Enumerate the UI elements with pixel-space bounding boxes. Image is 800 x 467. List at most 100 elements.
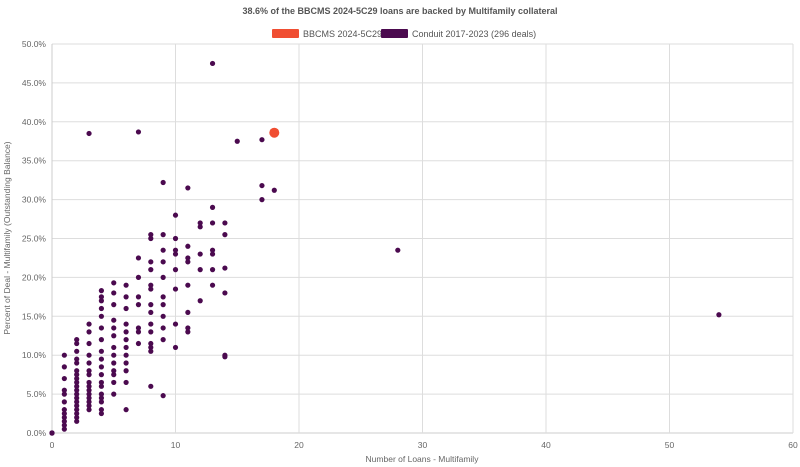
data-point-conduit — [222, 352, 228, 358]
data-point-conduit — [123, 321, 129, 327]
data-point-conduit — [209, 282, 216, 288]
data-point-conduit — [111, 290, 117, 296]
data-point-conduit — [86, 329, 92, 335]
data-point-conduit — [172, 235, 179, 242]
data-point-conduit — [172, 286, 179, 292]
data-point-conduit — [74, 368, 80, 374]
data-point-conduit — [111, 302, 117, 308]
x-tick-label: 10 — [171, 440, 181, 450]
data-point-conduit — [148, 340, 154, 347]
data-point-conduit — [74, 391, 80, 397]
legend-swatch-conduit — [381, 29, 408, 38]
y-tick-label: 50.0% — [22, 39, 47, 49]
data-point-conduit — [148, 267, 154, 273]
legend-swatch-bbcms — [272, 29, 299, 38]
data-point-conduit — [111, 317, 117, 323]
data-point-conduit — [61, 375, 67, 382]
data-point-conduit — [209, 267, 216, 273]
data-point-conduit — [185, 259, 191, 265]
data-point-conduit — [148, 348, 154, 354]
data-point-conduit — [61, 364, 67, 370]
data-point-conduit — [148, 329, 154, 335]
data-point-conduit — [197, 251, 203, 257]
data-point-conduit — [259, 182, 265, 189]
data-point-conduit — [61, 352, 67, 358]
y-tick-label: 20.0% — [22, 272, 47, 282]
data-point-conduit — [197, 220, 203, 226]
x-axis-ticks: 0 10 20 30 40 50 60 — [50, 440, 798, 450]
data-point-conduit — [98, 305, 104, 312]
data-point-conduit — [716, 312, 722, 318]
data-point-conduit — [111, 344, 117, 351]
data-point-conduit — [135, 274, 142, 280]
data-point-conduit — [86, 372, 92, 378]
data-point-conduit — [74, 356, 80, 362]
data-point-conduit — [86, 340, 92, 347]
data-point-conduit — [74, 375, 80, 382]
data-point-conduit — [74, 372, 80, 378]
data-point-conduit — [222, 265, 228, 271]
data-point-conduit — [98, 364, 104, 370]
data-point-conduit — [111, 352, 117, 358]
data-point-conduit — [111, 325, 117, 331]
data-point-conduit — [172, 251, 179, 257]
data-point-conduit — [98, 383, 104, 389]
data-point-conduit — [234, 138, 240, 144]
data-point-conduit — [98, 337, 104, 343]
data-point-conduit — [271, 187, 277, 193]
data-point-conduit — [74, 340, 80, 347]
data-points — [49, 60, 722, 436]
data-point-conduit — [148, 302, 154, 308]
data-point-conduit — [98, 391, 104, 397]
data-point-conduit — [160, 313, 166, 319]
y-tick-label: 5.0% — [27, 389, 47, 399]
data-point-conduit — [123, 352, 129, 358]
data-point-conduit — [209, 204, 216, 210]
data-point-conduit — [209, 60, 216, 67]
data-point-conduit — [160, 274, 166, 280]
data-point-conduit — [61, 399, 67, 405]
data-point-conduit — [86, 379, 92, 386]
data-point-conduit — [148, 282, 154, 288]
data-point-conduit — [74, 348, 80, 354]
data-point-conduit — [185, 329, 191, 335]
data-point-conduit — [61, 426, 67, 432]
data-point-conduit — [98, 325, 104, 331]
data-point-conduit — [111, 280, 117, 286]
data-point-conduit — [98, 399, 104, 405]
data-point-conduit — [98, 294, 104, 300]
data-point-conduit — [74, 337, 80, 343]
y-axis-ticks: 0.0% 5.0% 10.0% 15.0% 20.0% 25.0% 30.0% 35.0% 40… — [22, 39, 47, 438]
data-point-conduit — [74, 399, 80, 405]
data-point-conduit — [160, 325, 166, 331]
data-point-conduit — [74, 414, 80, 421]
data-point-conduit — [123, 407, 129, 413]
y-tick-label: 30.0% — [22, 195, 47, 205]
y-tick-label: 45.0% — [22, 78, 47, 88]
data-point-conduit — [222, 232, 228, 238]
data-point-conduit — [123, 360, 129, 366]
data-point-conduit — [49, 430, 55, 436]
data-point-conduit — [209, 247, 216, 253]
data-point-conduit — [86, 391, 92, 397]
data-point-conduit — [135, 302, 142, 308]
data-point-conduit — [98, 407, 104, 413]
y-tick-label: 25.0% — [22, 234, 47, 244]
chart-title: 38.6% of the BBCMS 2024-5C29 loans are b… — [242, 6, 557, 16]
y-tick-label: 15.0% — [22, 311, 47, 321]
data-point-conduit — [148, 344, 154, 351]
data-point-conduit — [111, 379, 117, 386]
x-tick-label: 60 — [788, 440, 798, 450]
data-point-conduit — [135, 129, 142, 135]
data-point-conduit — [98, 313, 104, 319]
data-point-conduit — [86, 368, 92, 374]
grid — [51, 43, 794, 434]
data-point-conduit — [123, 282, 129, 288]
data-point-conduit — [98, 372, 104, 378]
data-point-conduit — [123, 337, 129, 343]
y-axis-label: Percent of Deal - Multifamily (Outstandi… — [2, 141, 12, 334]
y-tick-label: 35.0% — [22, 156, 47, 166]
data-point-conduit — [74, 418, 80, 424]
data-point-conduit — [111, 372, 117, 378]
data-point-conduit — [123, 379, 129, 386]
